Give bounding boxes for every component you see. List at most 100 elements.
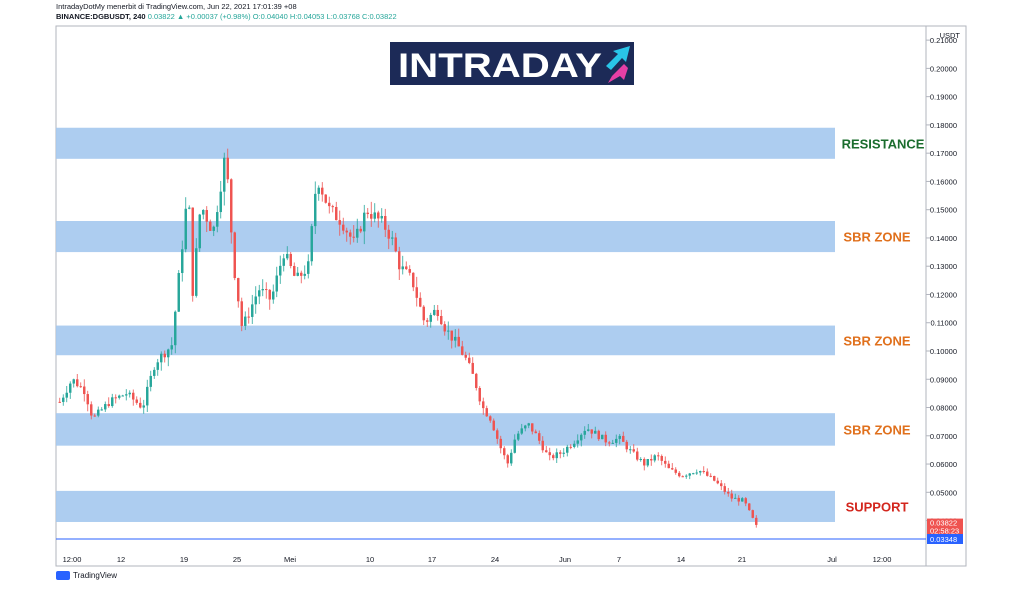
candle-body: [237, 278, 240, 302]
candle-body: [415, 287, 418, 298]
resistance-zone-label: RESISTANCE: [842, 136, 925, 151]
candle-body: [559, 452, 562, 454]
candle-body: [93, 415, 96, 417]
candle-body: [394, 237, 397, 252]
candle-body: [114, 397, 117, 399]
logo-arrow-down-icon: [608, 64, 628, 83]
candle-body: [167, 349, 170, 358]
candle-body: [741, 498, 744, 502]
candle-body: [555, 452, 558, 459]
candle-body: [146, 386, 149, 406]
candle-body: [300, 272, 303, 276]
candle-body: [335, 207, 338, 221]
candle-body: [419, 297, 422, 307]
candle-body: [331, 206, 334, 208]
candle-body: [629, 449, 632, 451]
candle-body: [279, 265, 282, 276]
sbr-zone-band: [56, 413, 835, 446]
candle-body: [247, 316, 250, 318]
x-tick-label: Jun: [559, 555, 571, 564]
candle-body: [408, 269, 411, 273]
candle-body: [251, 304, 254, 317]
candle-body: [576, 440, 579, 444]
candle-body: [597, 430, 600, 440]
logo-background: [390, 42, 634, 85]
candle-body: [328, 202, 331, 207]
candle-body: [751, 510, 754, 518]
candle-body: [135, 399, 138, 403]
candle-body: [671, 468, 674, 470]
candle-body: [454, 336, 457, 341]
axis-unit: USDT: [940, 31, 961, 40]
tradingview-brand: TradingView: [73, 571, 118, 580]
candle-body: [699, 471, 702, 473]
candle-body: [667, 463, 670, 469]
candle-body: [345, 230, 348, 233]
candle-body: [310, 226, 313, 262]
candle-body: [422, 306, 425, 321]
candle-body: [440, 316, 443, 325]
candle-body: [674, 469, 677, 473]
candle-body: [356, 228, 359, 238]
candle-body: [499, 438, 502, 449]
candle-body: [121, 395, 124, 397]
candle-body: [412, 272, 415, 288]
candle-body: [730, 493, 733, 499]
candle-body: [254, 296, 257, 305]
symbol-ohlc-line: BINANCE:DGBUSDT, 240 0.03822 ▲ +0.00037 …: [56, 12, 397, 21]
intraday-logo: INTRA DAY: [390, 42, 634, 85]
candle-body: [83, 386, 86, 395]
candle-body: [492, 420, 495, 431]
candle-body: [485, 408, 488, 417]
candle-body: [233, 232, 236, 279]
candle-body: [181, 249, 184, 274]
candle-body: [426, 320, 429, 322]
x-tick-label: 12: [117, 555, 125, 564]
x-tick-label: Mei: [284, 555, 296, 564]
candle-body: [282, 258, 285, 266]
candle-body: [541, 440, 544, 451]
candle-body: [139, 402, 142, 408]
candle-body: [156, 362, 159, 370]
candle-body: [153, 369, 156, 376]
candle-body: [261, 289, 264, 291]
candle-body: [615, 438, 618, 443]
candle-body: [191, 207, 194, 296]
candle-body: [622, 435, 625, 442]
tradingview-footer[interactable]: TradingView: [56, 571, 117, 580]
chart-frame: [55, 25, 967, 567]
x-tick-label: 24: [491, 555, 499, 564]
logo-text-right: DAY: [521, 47, 603, 85]
candle-body: [678, 472, 681, 477]
y-tick-label: 0.19000: [930, 93, 957, 102]
x-tick-label: 17: [428, 555, 436, 564]
candle-body: [359, 228, 362, 232]
candle-body: [475, 373, 478, 389]
symbol-label[interactable]: BINANCE:DGBUSDT, 240: [56, 12, 146, 21]
candle-body: [188, 207, 191, 209]
candle-body: [223, 157, 226, 192]
candle-body: [604, 434, 607, 443]
candle-body: [471, 362, 474, 374]
candle-body: [275, 275, 278, 292]
x-tick-label: 7: [617, 555, 621, 564]
candle-body: [538, 433, 541, 441]
candle-body: [100, 409, 103, 411]
candle-body: [265, 289, 268, 291]
candle-body: [643, 459, 646, 466]
candle-body: [314, 193, 317, 227]
candle-body: [384, 216, 387, 230]
candle-body: [755, 517, 758, 525]
candle-body: [566, 446, 569, 453]
y-tick-label: 0.09000: [930, 375, 957, 384]
candle-body: [527, 423, 530, 426]
y-tick-label: 0.10000: [930, 347, 957, 356]
candle-body: [293, 266, 296, 276]
candle-body: [513, 439, 516, 453]
candle-body: [342, 224, 345, 231]
zone-layer: RESISTANCE SBR ZONE SBR ZONE SBR ZONE SUPPOR…: [56, 26, 927, 566]
x-tick-label: 14: [677, 555, 685, 564]
candle-body: [405, 266, 408, 270]
